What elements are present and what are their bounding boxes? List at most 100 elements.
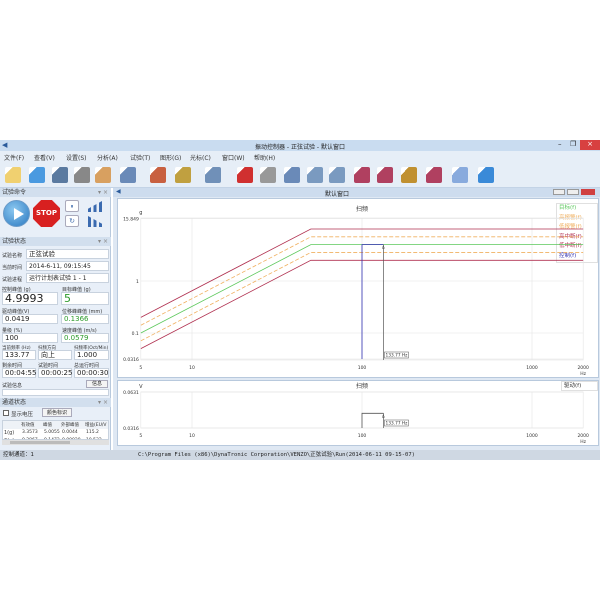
inner-window-title: 默认窗口: [325, 191, 350, 198]
menu-6[interactable]: 光标(C): [190, 155, 211, 162]
save-icon[interactable]: [29, 167, 45, 183]
current-time-value: 2014-6-11, 09:15:45: [26, 261, 109, 271]
open-folder-icon[interactable]: [5, 167, 21, 183]
inner-close-button[interactable]: [581, 189, 595, 195]
rate-value: 1.000: [74, 350, 109, 360]
zoom-box-icon[interactable]: [307, 167, 323, 183]
direction-value: 向上: [38, 350, 72, 360]
export-icon[interactable]: [120, 167, 136, 183]
total-time-label: 总运行时间: [74, 363, 100, 369]
cursor-label-box: [384, 351, 409, 359]
displacement-value: 0.1366: [61, 314, 109, 324]
x-axis-label: Hz: [580, 439, 586, 445]
table-header: 有效值 峰值 外部峰值 增益(EU/V: [3, 421, 108, 429]
show-voltage-checkbox[interactable]: [3, 410, 9, 416]
remaining-time-value: 00:04:55: [2, 368, 36, 378]
inner-window-titlebar: ◀ 默认窗口: [113, 188, 600, 198]
legend-item[interactable]: 目标(f): [559, 205, 577, 211]
y-tick-label: 0.0316: [123, 357, 139, 363]
spectrum-line-icon[interactable]: [426, 167, 442, 183]
menu-5[interactable]: 图形(G): [160, 155, 182, 162]
x-tick-label: 5: [139, 433, 142, 439]
cell: 0.0044: [62, 430, 78, 435]
upper-legend: 目标(f) 高报警(f) 低报警(f) 高中断(f) 低中断(f) 控制(f): [556, 203, 598, 263]
legend-item[interactable]: 驱动(f): [564, 383, 582, 389]
x-tick-label: 1000: [526, 433, 538, 439]
current-time-label: 当前时间: [2, 265, 23, 271]
cell: 115.2: [86, 430, 99, 435]
direction-label: 扫频方向: [38, 346, 56, 351]
minimize-button[interactable]: –: [558, 140, 562, 148]
menu-1[interactable]: 查看(V): [34, 155, 55, 162]
window-title: 振动控制器 - 正弦试验 - 默认窗口: [255, 144, 345, 151]
legend-item[interactable]: 控制(f): [559, 252, 577, 259]
lower-legend: 驱动(f): [561, 381, 598, 391]
title-bar: ◀ 振动控制器 - 正弦试验 - 默认窗口 – ❐ ×: [0, 140, 600, 151]
flag-icon[interactable]: [452, 167, 468, 183]
inner-minimize-button[interactable]: [553, 189, 565, 195]
close-button[interactable]: ×: [580, 140, 600, 150]
menu-8[interactable]: 帮助(H): [254, 155, 276, 162]
menu-0[interactable]: 文件(F): [4, 155, 25, 162]
column-header: 峰值: [43, 423, 52, 428]
inner-restore-button[interactable]: [567, 189, 579, 195]
cell: 10.532: [86, 438, 102, 439]
edit-icon[interactable]: [175, 167, 191, 183]
window-icon[interactable]: [205, 167, 221, 183]
series-line: [140, 259, 584, 350]
start-button[interactable]: [3, 200, 30, 227]
legend-item[interactable]: 低中断(f): [559, 243, 582, 249]
menu-2[interactable]: 设置(S): [66, 155, 87, 162]
rate-label: 扫频率(Oct/Min): [74, 346, 109, 351]
menu-3[interactable]: 分析(A): [97, 155, 118, 162]
continue-button[interactable]: ↻: [65, 215, 79, 227]
drive-peak-label: 驱动峰值(V): [2, 309, 30, 315]
spectrum-icon[interactable]: [354, 167, 370, 183]
remaining-time-label: 剩余时间: [2, 363, 23, 369]
stop-window-icon[interactable]: [237, 167, 253, 183]
cursor-label: 133.77 Hz: [386, 421, 409, 427]
column-header: 外部峰值: [61, 423, 79, 428]
cell: 3.3573: [22, 430, 38, 435]
legend-item[interactable]: 高报警(f): [559, 214, 582, 221]
table-row[interactable]: 1(g) 3.3573 5.0055 0.0044 115.2: [3, 430, 108, 438]
comment-icon[interactable]: [478, 167, 494, 183]
x-axis-label: Hz: [580, 371, 586, 377]
test-status-header: 试验状态 ▾ ×: [0, 237, 111, 246]
cursor-marker-icon: ∆: [381, 245, 385, 250]
color-id-button[interactable]: 颜色标识: [42, 408, 72, 417]
legend-item[interactable]: 低报警(f): [559, 224, 582, 230]
cursor-icon[interactable]: [401, 167, 417, 183]
run-path-status: C:\Program Files (x86)\DynaTronic Corpor…: [138, 452, 415, 458]
print-icon[interactable]: [74, 167, 90, 183]
column-header: 增益(EU/V: [85, 423, 107, 428]
spectrum-peak-icon[interactable]: [377, 167, 393, 183]
horizontal-scrollbar[interactable]: [2, 440, 109, 445]
total-time-value: 00:00:30: [74, 368, 109, 378]
level-up-icon[interactable]: [88, 201, 102, 212]
hand-icon[interactable]: [260, 167, 276, 183]
maximize-button[interactable]: ❐: [570, 140, 577, 148]
settings-icon[interactable]: [52, 167, 68, 183]
test-setup-icon[interactable]: [150, 167, 166, 183]
series-line: [140, 252, 584, 342]
menu-4[interactable]: 试验(T): [130, 155, 151, 162]
plot-title: 扫频: [356, 382, 368, 390]
pause-button[interactable]: ⏸: [65, 200, 79, 212]
report-icon[interactable]: [95, 167, 111, 183]
info-button[interactable]: 信息: [86, 380, 108, 388]
zoom-fit-icon[interactable]: [329, 167, 345, 183]
level-down-icon[interactable]: [88, 216, 102, 227]
test-time-value: 00:00:25: [38, 368, 72, 378]
x-tick-label: 10: [189, 433, 195, 439]
toolbar: [0, 163, 600, 188]
menu-7[interactable]: 窗口(W): [222, 155, 245, 162]
zoom-in-icon[interactable]: [284, 167, 300, 183]
show-voltage-label: 显示电压: [11, 412, 34, 418]
stop-button[interactable]: STOP: [33, 200, 60, 227]
y-tick-label: 1: [136, 279, 139, 285]
test-commands-header: 试验命令 ▾ ×: [0, 188, 111, 197]
test-time-label: 试验时间: [38, 363, 59, 369]
test-info-field[interactable]: [2, 389, 109, 396]
